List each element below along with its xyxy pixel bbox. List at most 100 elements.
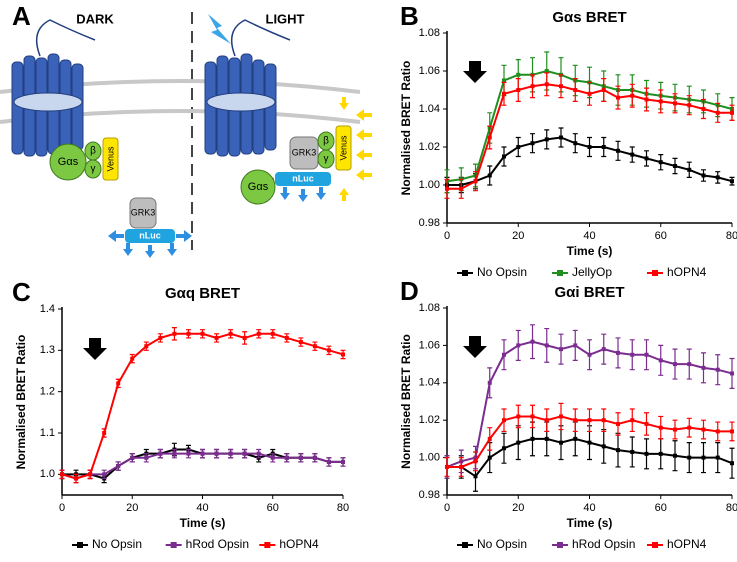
x-tick-label: 20 bbox=[512, 230, 524, 242]
point bbox=[559, 135, 563, 140]
point bbox=[730, 371, 734, 376]
legend-label: hOPN4 bbox=[667, 537, 707, 551]
legend-marker bbox=[652, 542, 658, 548]
point bbox=[573, 418, 578, 423]
point bbox=[673, 453, 677, 458]
grk3-label: GRK3 bbox=[292, 147, 317, 157]
point bbox=[715, 110, 720, 115]
point bbox=[701, 173, 706, 178]
point bbox=[687, 362, 692, 367]
point bbox=[559, 414, 563, 419]
x-tick-label: 0 bbox=[444, 230, 450, 242]
g-alpha-label: Gαs bbox=[248, 181, 269, 193]
point bbox=[701, 455, 706, 460]
receptor-tail bbox=[35, 19, 96, 57]
point bbox=[530, 436, 535, 441]
y-tick-label: 1.08 bbox=[419, 27, 440, 39]
point bbox=[616, 448, 620, 453]
point bbox=[284, 335, 289, 340]
point bbox=[445, 186, 449, 191]
point bbox=[616, 350, 620, 355]
nluc-label: nLuc bbox=[139, 230, 161, 240]
point bbox=[658, 358, 663, 363]
stimulus-arrow bbox=[83, 338, 107, 360]
point bbox=[616, 148, 620, 153]
point bbox=[186, 451, 191, 456]
receptor-light bbox=[204, 53, 277, 157]
point bbox=[312, 455, 317, 460]
nluc bbox=[125, 229, 175, 243]
legend-marker bbox=[557, 270, 563, 276]
point bbox=[502, 154, 506, 159]
y-tick-label: 1.06 bbox=[419, 65, 440, 77]
stimulus-arrow bbox=[463, 61, 487, 83]
x-tick-label: 40 bbox=[196, 502, 208, 514]
x-tick-label: 60 bbox=[267, 502, 279, 514]
point bbox=[544, 436, 549, 441]
point bbox=[459, 464, 464, 469]
point bbox=[144, 344, 149, 349]
point bbox=[516, 145, 521, 149]
x-tick-label: 20 bbox=[512, 502, 524, 514]
y-tick-label: 0.98 bbox=[419, 217, 440, 229]
point bbox=[544, 69, 549, 73]
point bbox=[730, 461, 734, 466]
point bbox=[200, 451, 205, 456]
point bbox=[673, 427, 677, 432]
point bbox=[715, 367, 720, 372]
y-tick-label: 1.00 bbox=[419, 452, 440, 464]
legend-label: No Opsin bbox=[92, 537, 142, 551]
point bbox=[102, 431, 107, 435]
x-tick-label: 80 bbox=[726, 230, 737, 242]
point bbox=[60, 472, 64, 477]
point bbox=[256, 451, 261, 456]
legend-marker bbox=[462, 542, 468, 548]
g-alpha bbox=[49, 143, 87, 181]
venus-emission bbox=[339, 97, 372, 201]
point bbox=[687, 103, 692, 108]
y-tick-label: 1.06 bbox=[419, 339, 440, 351]
point bbox=[544, 343, 549, 348]
y-tick-label: 1.04 bbox=[419, 377, 440, 389]
point bbox=[445, 464, 449, 469]
point bbox=[530, 339, 535, 344]
point bbox=[516, 440, 521, 445]
y-tick-label: 1.1 bbox=[40, 427, 55, 439]
beta-label: β bbox=[90, 146, 96, 157]
panel-label: A bbox=[12, 1, 31, 31]
grk3 bbox=[289, 136, 319, 170]
nluc bbox=[275, 172, 331, 186]
nluc-label: nLuc bbox=[292, 173, 314, 183]
point bbox=[730, 110, 734, 115]
point bbox=[200, 331, 205, 336]
gamma-label: γ bbox=[91, 164, 96, 175]
point bbox=[658, 160, 663, 165]
point bbox=[502, 78, 506, 83]
point bbox=[530, 84, 535, 89]
y-axis-label: Normalised BRET Ratio bbox=[399, 61, 413, 196]
point bbox=[673, 362, 677, 367]
point bbox=[158, 335, 163, 340]
point bbox=[516, 414, 521, 419]
point bbox=[559, 84, 563, 89]
point bbox=[144, 455, 149, 460]
point bbox=[644, 451, 649, 456]
point bbox=[487, 135, 492, 140]
grk3-label: GRK3 bbox=[131, 207, 156, 217]
point bbox=[341, 352, 345, 357]
point bbox=[573, 436, 578, 441]
point bbox=[242, 335, 247, 340]
point bbox=[270, 455, 275, 460]
point bbox=[644, 156, 649, 161]
point bbox=[687, 425, 692, 430]
legend-label: No Opsin bbox=[477, 265, 527, 279]
point bbox=[587, 145, 592, 149]
point bbox=[341, 459, 345, 464]
point bbox=[158, 451, 163, 456]
x-tick-label: 40 bbox=[583, 502, 595, 514]
point bbox=[573, 88, 578, 92]
point bbox=[326, 459, 331, 464]
point bbox=[730, 429, 734, 434]
legend-label: hRod Opsin bbox=[186, 537, 249, 551]
grk3 bbox=[129, 197, 157, 229]
